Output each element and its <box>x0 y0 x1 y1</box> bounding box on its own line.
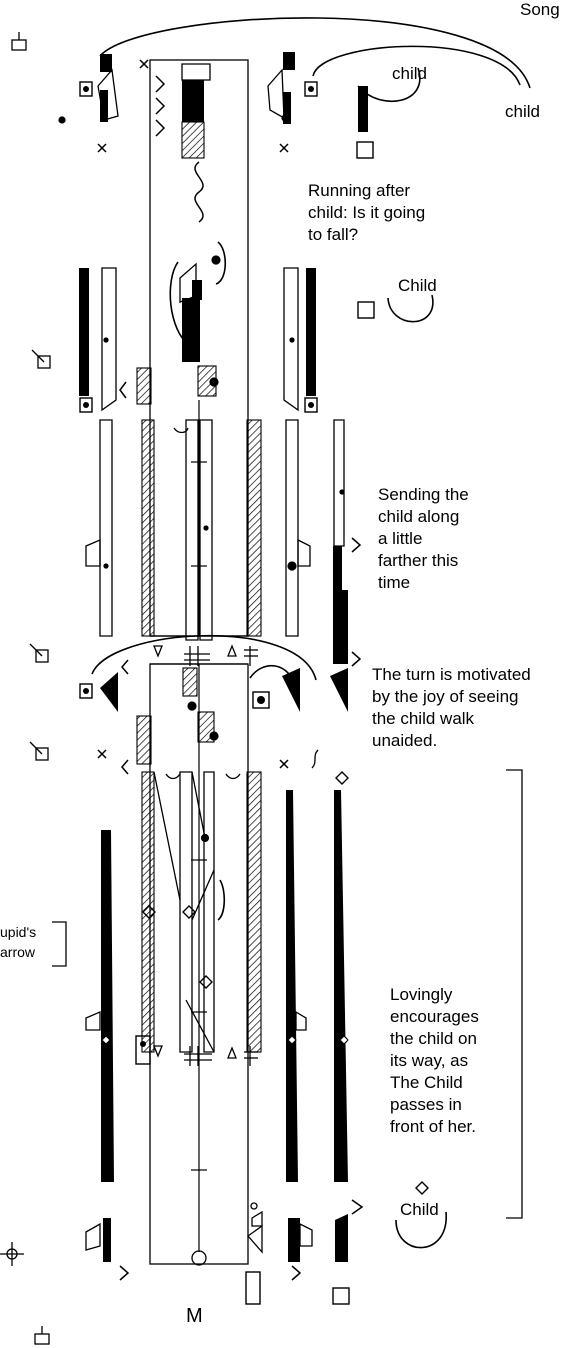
cross-marks <box>97 59 289 769</box>
child-hold-bow-mid <box>387 294 434 323</box>
child-hold-bow-bottom <box>395 1211 447 1249</box>
filled-bars-left <box>79 54 118 1262</box>
child-label-bottom: Child <box>400 1200 439 1219</box>
child-label-right: child <box>505 102 540 121</box>
note-running: Running after child: Is it going to fall… <box>308 181 426 244</box>
child-label-top: child <box>392 64 427 83</box>
diagonal-strokes <box>153 771 215 1053</box>
staff-center-line <box>191 400 207 1252</box>
diamond-filled <box>101 1035 349 1045</box>
hatched-bars <box>136 121 262 1053</box>
note-lovingly: Lovingly encourages the child on its way… <box>390 985 479 1136</box>
small-arcs <box>165 427 319 780</box>
filled-blocks-staff <box>182 80 204 362</box>
direction-sign-icon <box>29 349 51 761</box>
child-label-mid: Child <box>398 276 437 295</box>
pin-icon <box>0 32 50 1345</box>
brackets <box>52 769 523 1219</box>
corner-title: Song <box>520 0 560 19</box>
note-sending: Sending the child along a little farther… <box>378 485 469 592</box>
staff-letter: M <box>186 1305 203 1327</box>
diamond-icon <box>142 771 429 1195</box>
end-markers <box>247 1202 263 1254</box>
hash-marks <box>153 644 258 1066</box>
hold-sign-fill <box>83 86 314 1047</box>
wavy-line <box>194 161 204 223</box>
note-turn: The turn is motivated by the joy of seei… <box>372 665 531 750</box>
filled-bars-right <box>282 52 368 1262</box>
note-cupid: upid's arrow <box>0 924 37 960</box>
connecting-bows <box>91 17 531 1249</box>
start-circle <box>191 1250 207 1266</box>
hold-sign-icon <box>79 81 375 1305</box>
outline-bars <box>85 63 345 1251</box>
caret-marks <box>119 75 364 1281</box>
